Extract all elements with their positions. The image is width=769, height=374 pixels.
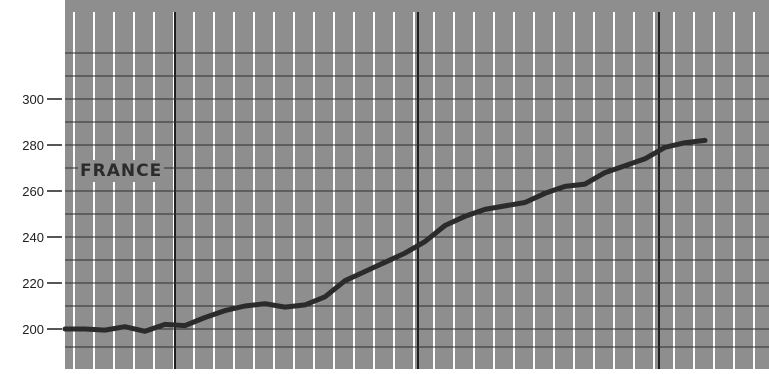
y-tick-label: 260 <box>22 184 44 199</box>
y-tick-label: 240 <box>22 230 44 245</box>
series-annotation: FRANCE <box>78 160 165 182</box>
y-tick-label: 280 <box>22 138 44 153</box>
y-tick-label: 220 <box>22 276 44 291</box>
y-tick-label: 300 <box>22 92 44 107</box>
series-line-france <box>62 137 708 334</box>
y-tick-label: 200 <box>22 322 44 337</box>
